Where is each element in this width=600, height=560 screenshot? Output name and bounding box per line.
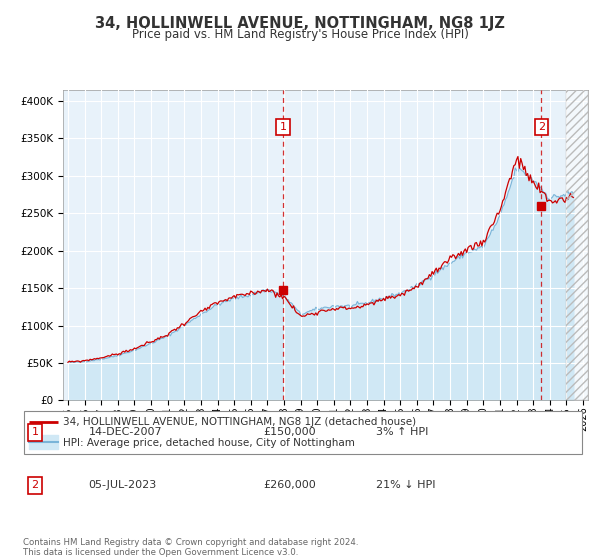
- Text: 1: 1: [32, 427, 38, 437]
- Text: 05-JUL-2023: 05-JUL-2023: [89, 480, 157, 491]
- Text: 2: 2: [32, 480, 38, 491]
- Text: Contains HM Land Registry data © Crown copyright and database right 2024.
This d: Contains HM Land Registry data © Crown c…: [23, 538, 358, 557]
- Text: Price paid vs. HM Land Registry's House Price Index (HPI): Price paid vs. HM Land Registry's House …: [131, 28, 469, 41]
- Text: 14-DEC-2007: 14-DEC-2007: [89, 427, 163, 437]
- Text: HPI: Average price, detached house, City of Nottingham: HPI: Average price, detached house, City…: [64, 438, 355, 448]
- FancyBboxPatch shape: [24, 411, 582, 454]
- Text: 3% ↑ HPI: 3% ↑ HPI: [376, 427, 428, 437]
- Text: 1: 1: [280, 122, 287, 132]
- Text: 2: 2: [538, 122, 545, 132]
- Text: 21% ↓ HPI: 21% ↓ HPI: [376, 480, 436, 491]
- Text: 34, HOLLINWELL AVENUE, NOTTINGHAM, NG8 1JZ (detached house): 34, HOLLINWELL AVENUE, NOTTINGHAM, NG8 1…: [64, 417, 416, 427]
- Text: £150,000: £150,000: [263, 427, 316, 437]
- Text: 34, HOLLINWELL AVENUE, NOTTINGHAM, NG8 1JZ: 34, HOLLINWELL AVENUE, NOTTINGHAM, NG8 1…: [95, 16, 505, 31]
- Text: £260,000: £260,000: [263, 480, 316, 491]
